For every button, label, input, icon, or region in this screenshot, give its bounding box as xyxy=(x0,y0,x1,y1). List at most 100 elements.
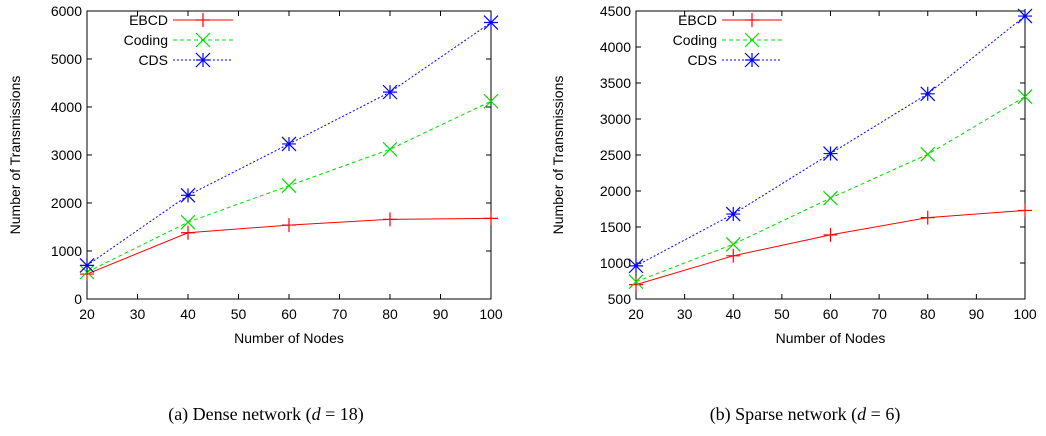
figure-caption: (a) Dense network (d = 18) xyxy=(168,404,364,425)
y-tick-label: 1500 xyxy=(600,219,631,235)
x-tick-label: 60 xyxy=(281,306,297,322)
y-tick-label: 3500 xyxy=(600,75,631,91)
caption-text: (b) Sparse network ( xyxy=(710,404,857,425)
caption-value: 18 xyxy=(340,404,358,424)
caption-variable: d xyxy=(857,404,867,424)
caption-variable: d xyxy=(312,404,322,424)
figure-caption: (b) Sparse network (d = 6) xyxy=(710,404,901,425)
data-point-cds xyxy=(382,84,398,100)
x-tick-label: 20 xyxy=(79,306,95,322)
legend-label: EBCD xyxy=(129,12,168,28)
x-axis-label: Number of Nodes xyxy=(776,330,886,346)
y-axis-label: Number of Transmissions xyxy=(550,76,566,235)
data-point-ebcd xyxy=(920,210,935,225)
legend-marker xyxy=(745,13,759,27)
x-tick-label: 80 xyxy=(920,306,936,322)
data-point-ebcd xyxy=(383,212,397,227)
y-tick-label: 4000 xyxy=(51,99,82,115)
x-tick-label: 20 xyxy=(628,306,644,322)
data-point-coding xyxy=(180,214,196,230)
data-point-coding xyxy=(1017,89,1033,105)
legend-label: Coding xyxy=(673,32,717,48)
x-tick-label: 30 xyxy=(130,306,146,322)
data-point-cds xyxy=(725,206,741,222)
y-axis-label: Number of Transmissions xyxy=(7,76,23,235)
y-tick-label: 4000 xyxy=(600,39,631,55)
x-tick-label: 60 xyxy=(823,306,839,322)
data-point-coding xyxy=(483,93,499,109)
y-tick-label: 2500 xyxy=(600,147,631,163)
legend-marker xyxy=(744,32,760,48)
x-tick-label: 80 xyxy=(382,306,398,322)
series-cds xyxy=(79,15,499,273)
legend-marker xyxy=(195,32,211,48)
data-point-coding xyxy=(281,178,297,194)
data-point-coding xyxy=(382,141,398,157)
series-ebcd xyxy=(629,203,1032,292)
x-axis-label: Number of Nodes xyxy=(234,330,344,346)
data-point-cds xyxy=(628,258,644,274)
x-tick-label: 50 xyxy=(231,306,247,322)
y-tick-label: 1000 xyxy=(51,243,82,259)
chart-dense-network: 20 30 40 50 60 70 80 90 100010002000300040005000… xyxy=(7,3,503,425)
x-tick-label: 70 xyxy=(871,306,887,322)
data-point-ebcd xyxy=(181,225,195,240)
x-tick-label: 90 xyxy=(433,306,449,322)
legend-label: CDS xyxy=(687,52,717,68)
x-tick-label: 30 xyxy=(677,306,693,322)
caption-equals: = xyxy=(866,404,885,424)
data-point-ebcd xyxy=(629,277,643,292)
y-tick-label: 6000 xyxy=(51,3,82,19)
series-coding xyxy=(79,93,499,280)
y-tick-label: 0 xyxy=(74,291,82,307)
series-line-coding xyxy=(635,96,1026,283)
legend-label: Coding xyxy=(124,32,168,48)
legend-marker xyxy=(196,13,210,27)
data-point-cds xyxy=(920,86,936,102)
y-tick-label: 1000 xyxy=(600,255,631,271)
x-tick-label: 100 xyxy=(1013,306,1037,322)
caption-text: (a) Dense network ( xyxy=(168,404,311,425)
data-point-ebcd xyxy=(726,248,741,263)
x-tick-label: 50 xyxy=(774,306,790,322)
legend-label: CDS xyxy=(138,52,168,68)
caption-close: ) xyxy=(894,404,900,425)
legend-marker xyxy=(195,52,211,68)
data-point-cds xyxy=(79,257,95,273)
data-point-cds xyxy=(180,187,196,203)
series-ebcd xyxy=(80,211,498,282)
data-point-cds xyxy=(823,146,838,161)
y-tick-label: 3000 xyxy=(600,111,631,127)
data-point-cds xyxy=(281,136,297,152)
data-point-cds xyxy=(1017,8,1033,24)
x-tick-label: 40 xyxy=(180,306,196,322)
data-point-cds xyxy=(483,15,499,30)
y-tick-label: 500 xyxy=(608,291,632,307)
data-point-ebcd xyxy=(1018,203,1032,218)
x-tick-label: 70 xyxy=(332,306,348,322)
series-line-ebcd xyxy=(635,209,1026,286)
y-tick-label: 2000 xyxy=(51,195,82,211)
chart-sparse-network: 20 30 40 50 60 70 80 90 100 500 1000 1500 2000 2500 30… xyxy=(550,3,1037,425)
series-cds xyxy=(628,8,1033,274)
series-line-coding xyxy=(86,100,492,273)
legend-marker xyxy=(744,52,760,68)
x-tick-label: 40 xyxy=(725,306,741,322)
caption-equals: = xyxy=(321,404,340,424)
caption-close: ) xyxy=(358,404,364,425)
data-point-ebcd xyxy=(282,218,296,233)
data-point-coding xyxy=(725,236,741,252)
y-tick-label: 2000 xyxy=(600,183,631,199)
y-tick-label: 3000 xyxy=(51,147,82,163)
x-tick-label: 90 xyxy=(969,306,985,322)
y-tick-label: 4500 xyxy=(600,3,631,19)
x-tick-label: 100 xyxy=(479,306,503,322)
data-point-ebcd xyxy=(823,227,838,242)
data-point-coding xyxy=(628,274,644,290)
data-point-coding xyxy=(823,190,838,206)
caption-value: 6 xyxy=(885,404,894,424)
series-coding xyxy=(628,89,1033,290)
data-point-coding xyxy=(920,146,936,162)
y-tick-label: 5000 xyxy=(51,51,82,67)
